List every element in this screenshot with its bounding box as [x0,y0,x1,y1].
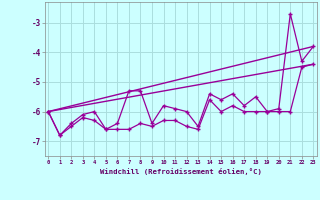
X-axis label: Windchill (Refroidissement éolien,°C): Windchill (Refroidissement éolien,°C) [100,168,262,175]
